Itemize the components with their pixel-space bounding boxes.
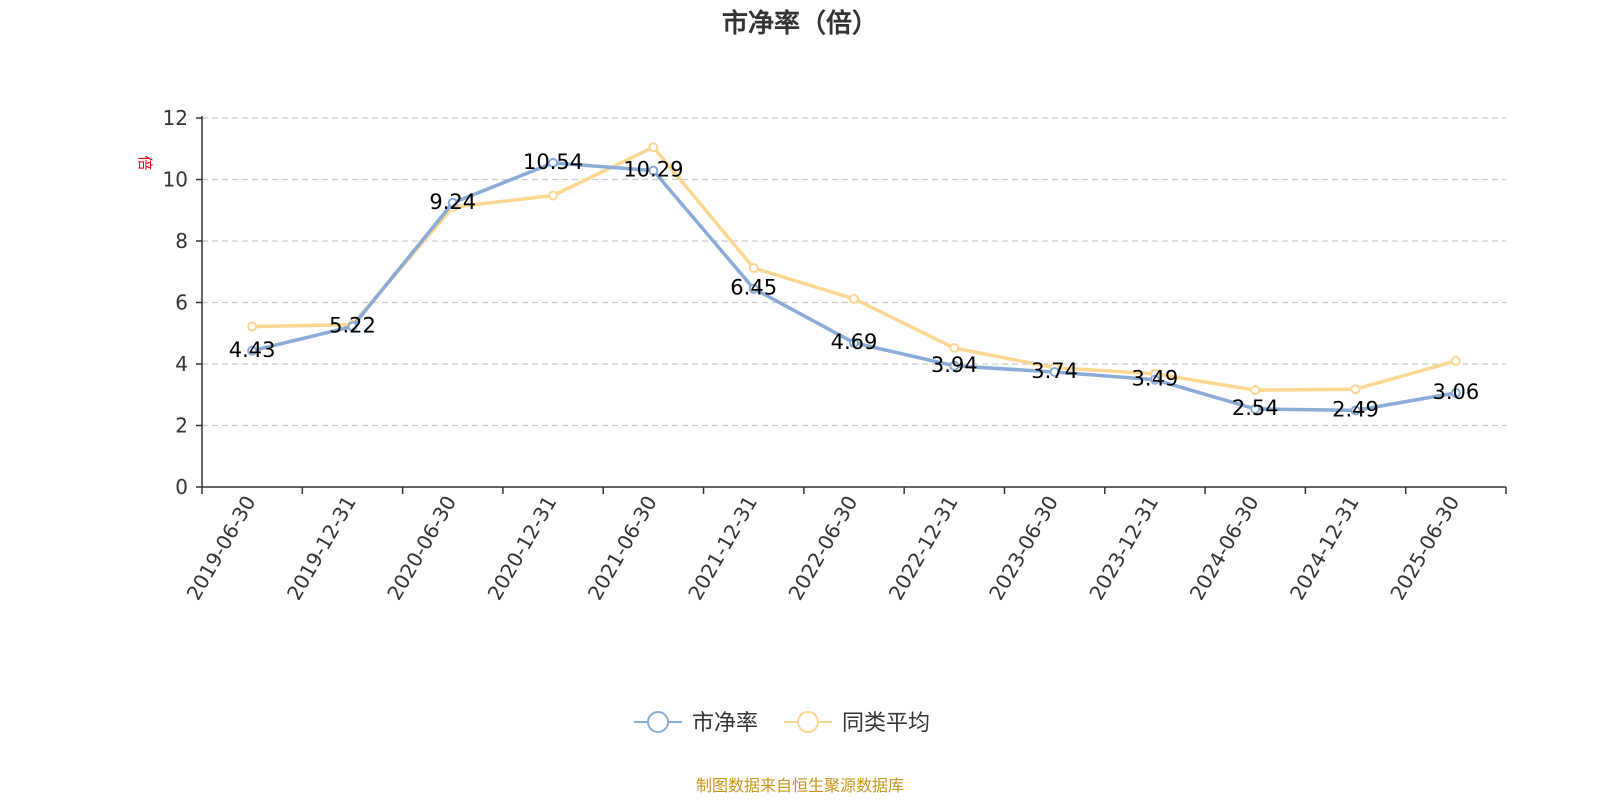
data-point-0 <box>1250 403 1261 414</box>
data-point-0 <box>748 283 759 294</box>
data-label: 5.22 <box>329 313 376 337</box>
data-point-0 <box>548 157 559 168</box>
x-tick-label: 2024-12-31 <box>1285 492 1364 605</box>
legend[interactable]: 市净率 同类平均 <box>634 711 930 736</box>
x-tick-label: 2019-06-30 <box>182 492 261 605</box>
data-point-0 <box>1450 387 1461 398</box>
y-tick-label: 10 <box>163 168 188 192</box>
legend-item-1[interactable]: 同类平均 <box>784 711 930 736</box>
x-tick-label: 2023-12-31 <box>1084 492 1163 605</box>
data-label: 9.24 <box>429 190 476 214</box>
x-tick-label: 2025-06-30 <box>1385 492 1464 605</box>
y-tick-label: 12 <box>163 106 188 130</box>
data-point-1 <box>247 321 258 332</box>
legend-item-0[interactable]: 市净率 <box>634 711 758 736</box>
y-tick-label: 6 <box>175 291 188 315</box>
legend-circle-icon <box>797 711 819 733</box>
axes: 0 2 4 6 8 10 12 2019-06-30 2019-12-31 2020-06-30 2… <box>163 106 1507 605</box>
x-tick-label: 2021-06-30 <box>583 492 662 605</box>
data-label: 3.74 <box>1031 359 1078 383</box>
data-label: 10.54 <box>523 150 583 174</box>
legend-label: 同类平均 <box>842 711 930 736</box>
y-tick-label: 2 <box>175 414 188 438</box>
x-tick-label: 2023-06-30 <box>984 492 1063 605</box>
data-label: 3.94 <box>931 353 978 377</box>
data-source-note: 制图数据来自恒生聚源数据库 <box>696 776 904 795</box>
x-tick-label: 2024-06-30 <box>1185 492 1264 605</box>
data-point-0 <box>247 345 258 356</box>
data-point-1 <box>748 263 759 274</box>
x-tick-label: 2019-12-31 <box>282 492 361 605</box>
data-label: 3.06 <box>1432 380 1479 404</box>
data-point-1 <box>648 142 659 153</box>
data-point-0 <box>1350 405 1361 416</box>
x-tick-label: 2020-06-30 <box>382 492 461 605</box>
data-label: 2.54 <box>1232 396 1279 420</box>
data-point-0 <box>949 360 960 371</box>
x-tick-label: 2022-12-31 <box>884 491 963 604</box>
y-tick-label: 8 <box>175 229 188 253</box>
data-point-0 <box>1149 374 1160 385</box>
legend-circle-icon <box>647 711 669 733</box>
chart-title: 市净率（倍） <box>722 8 878 39</box>
data-label: 3.49 <box>1132 367 1179 391</box>
data-labels: 4.43 5.22 9.24 10.54 10.29 6.45 4.69 3.94 3.74 3.… <box>229 150 1479 422</box>
data-point-0 <box>1049 366 1060 377</box>
y-tick-label: 0 <box>175 475 188 499</box>
data-point-1 <box>1450 355 1461 366</box>
data-label: 6.45 <box>730 276 777 300</box>
data-point-0 <box>447 197 458 208</box>
x-tick-label: 2021-12-31 <box>683 492 762 605</box>
data-label: 2.49 <box>1332 397 1379 421</box>
data-label: 4.43 <box>229 338 276 362</box>
series-lines <box>247 142 1461 416</box>
data-point-1 <box>949 343 960 354</box>
x-tick-label: 2022-06-30 <box>783 492 862 605</box>
y-axis-unit-label: 倍 <box>136 155 154 170</box>
data-point-0 <box>648 165 659 176</box>
legend-label: 市净率 <box>692 711 758 736</box>
y-tick-label: 4 <box>175 352 188 376</box>
data-point-0 <box>849 337 859 348</box>
data-point-0 <box>347 321 358 332</box>
data-point-1 <box>1250 385 1261 396</box>
data-label: 4.69 <box>831 330 878 354</box>
data-point-1 <box>548 190 559 201</box>
x-tick-label: 2020-12-31 <box>483 492 562 605</box>
data-point-1 <box>1350 384 1361 395</box>
data-label: 10.29 <box>623 158 683 182</box>
data-point-1 <box>849 293 859 304</box>
